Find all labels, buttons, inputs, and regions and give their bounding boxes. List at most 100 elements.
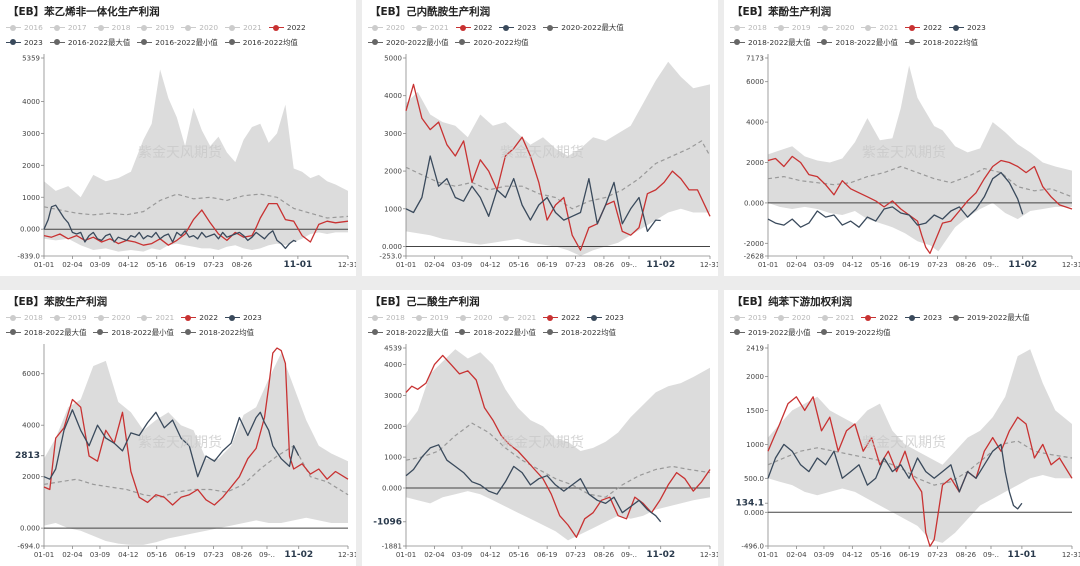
x-tick-label: 02-04 (62, 551, 83, 559)
legend-item[interactable]: 2018-2022最大值 (730, 36, 810, 49)
legend-label: 2023 (923, 313, 943, 322)
legend-item[interactable]: 2018 (93, 21, 130, 34)
legend-item[interactable]: 2021 (861, 21, 898, 34)
legend-item[interactable]: 2023 (949, 21, 986, 34)
legend-item[interactable]: 2018-2022最大值 (6, 326, 86, 339)
legend-marker-icon (587, 314, 603, 322)
x-tick-label: 05-16 (871, 551, 892, 559)
x-tick-label: 06-19 (899, 551, 919, 559)
series-line-average (767, 165, 1073, 198)
series-line-2022 (767, 155, 1073, 255)
legend-item[interactable]: 2019-2022均值 (817, 326, 891, 339)
legend-item[interactable]: 2021 (817, 311, 854, 324)
legend-item[interactable]: 2023 (587, 311, 624, 324)
legend-item[interactable]: 2019-2022最大值 (949, 311, 1030, 324)
watermark: 紫金天风期货 (862, 435, 946, 451)
series-band-max-min (406, 61, 710, 256)
legend-item[interactable]: 2018-2022最小值 (455, 326, 536, 339)
legend-marker-icon (949, 314, 965, 322)
legend-item[interactable]: 2021 (499, 311, 536, 324)
watermark: 紫金天风期货 (862, 145, 946, 161)
legend-item[interactable]: 2023 (905, 311, 942, 324)
legend-item[interactable]: 2022 (861, 311, 898, 324)
y-tick-label: -253.0 (379, 253, 402, 261)
legend-item[interactable]: 2020 (93, 311, 130, 324)
x-tick-label: 06-19 (537, 261, 557, 269)
x-tick-label: 06-19 (175, 261, 195, 269)
legend-item[interactable]: 2018-2022均值 (180, 326, 254, 339)
legend-marker-icon (455, 328, 471, 336)
legend-item[interactable]: 2020-2022均值 (455, 36, 529, 49)
legend-marker-icon (499, 314, 515, 322)
legend-item[interactable]: 2018 (368, 311, 405, 324)
series-band-max-min (768, 65, 1072, 252)
chart-panel-p1: 【EB】苯乙烯非一体化生产利润 2016 2017 2018 2019 2020 2021 2… (0, 0, 356, 276)
legend-item[interactable]: 2019 (411, 311, 449, 324)
y-tick-label: -1881 (382, 543, 402, 551)
legend-item[interactable]: 2022 (455, 21, 492, 34)
x-tick-label: 02-04 (62, 261, 83, 269)
legend-item[interactable]: 2017 (49, 21, 87, 34)
legend-label: 2023 (243, 313, 262, 322)
legend-item[interactable]: 2020 (455, 311, 492, 324)
legend-item[interactable]: 2020 (368, 21, 405, 34)
current-value-label: 2813 (15, 451, 40, 461)
legend-label: 2020 (199, 23, 219, 32)
legend-item[interactable]: 2022 (268, 21, 306, 34)
legend-item[interactable]: 2022 (905, 21, 942, 34)
legend-marker-icon (6, 38, 21, 46)
legend-item[interactable]: 2020-2022最大值 (543, 21, 624, 34)
legend-item[interactable]: 2018-2022均值 (904, 36, 978, 49)
y-tick-label: 1000 (746, 441, 764, 449)
series-line-2023 (43, 409, 300, 480)
legend-label: 2021 (517, 313, 537, 322)
x-tick-label: 12-31 (1062, 551, 1080, 559)
current-value-label: 134.1 (736, 499, 764, 509)
legend-item[interactable]: 2018-2022均值 (542, 326, 616, 339)
legend-item[interactable]: 2018-2022最小值 (817, 36, 898, 49)
legend-item[interactable]: 2016-2022最小值 (137, 36, 218, 49)
legend-marker-icon (455, 24, 471, 32)
legend-marker-icon (455, 314, 471, 322)
legend-item[interactable]: 2019 (49, 311, 87, 324)
legend-item[interactable]: 2019-2022最小值 (730, 326, 810, 339)
y-tick-label: 2000 (384, 423, 402, 431)
legend-item[interactable]: 2020 (817, 21, 854, 34)
legend-label: 2016-2022均值 (242, 37, 298, 47)
x-tick-label-current: 11-01 (283, 260, 312, 270)
legend-item[interactable]: 2021 (225, 21, 262, 34)
legend-item[interactable]: 2020 (181, 21, 218, 34)
chart-legend: 2020 2021 2022 2023 2020-2022最大值 2020-2022最小值… (368, 21, 714, 50)
legend-item[interactable]: 2023 (499, 21, 536, 34)
legend-item[interactable]: 2016-2022最大值 (49, 36, 130, 49)
legend-marker-icon (905, 24, 921, 32)
legend-item[interactable]: 2018-2022最小值 (93, 326, 174, 339)
legend-item[interactable]: 2022 (181, 311, 218, 324)
legend-item[interactable]: 2020 (773, 311, 811, 324)
legend-marker-icon (861, 24, 877, 32)
legend-item[interactable]: 2018 (6, 311, 43, 324)
x-tick-label: 08-26 (956, 551, 977, 559)
legend-item[interactable]: 2018-2022最大值 (368, 326, 448, 339)
legend-item[interactable]: 2022 (543, 311, 580, 324)
legend-item[interactable]: 2016-2022均值 (224, 36, 298, 49)
legend-item[interactable]: 2018 (730, 21, 767, 34)
legend-label: 2019 (155, 23, 175, 32)
legend-label: 2018 (386, 313, 405, 322)
legend-item[interactable]: 2019 (730, 311, 767, 324)
legend-item[interactable]: 2019 (137, 21, 174, 34)
legend-marker-icon (542, 328, 558, 336)
legend-item[interactable]: 2021 (137, 311, 174, 324)
legend-marker-icon (730, 24, 745, 32)
x-tick-label: 01-01 (396, 261, 416, 269)
legend-item[interactable]: 2019 (773, 21, 811, 34)
legend-item[interactable]: 2023 (225, 311, 262, 324)
legend-item[interactable]: 2016 (6, 21, 43, 34)
y-tick-label: 1000 (22, 194, 40, 202)
legend-item[interactable]: 2023 (6, 36, 43, 49)
legend-label: 2019-2022最大值 (967, 313, 1030, 322)
legend-item[interactable]: 2021 (411, 21, 449, 34)
legend-item[interactable]: 2020-2022最小值 (368, 36, 448, 49)
x-tick-label: 04-12 (118, 551, 138, 559)
